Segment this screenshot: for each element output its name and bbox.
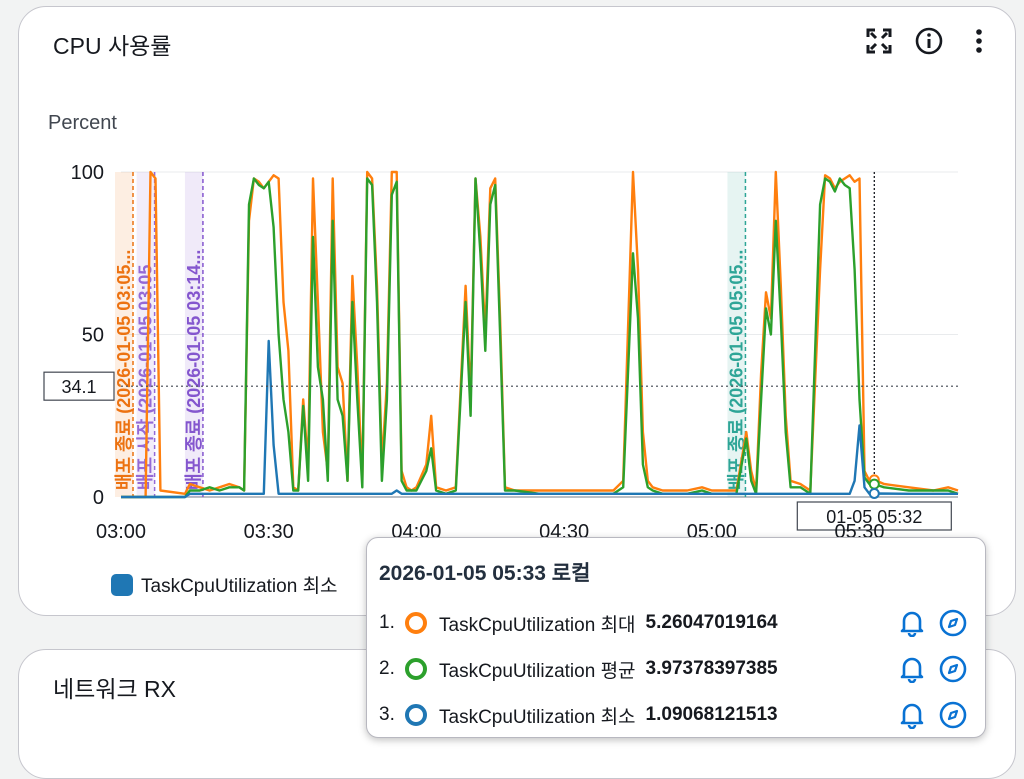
tooltip: 2026-01-05 05:33 로컬 1. TaskCpuUtilization… [366,537,986,738]
more-vert-icon[interactable] [965,27,993,55]
tooltip-title: 2026-01-05 05:33 로컬 [379,562,591,585]
tooltip-series-name: TaskCpuUtilization 평균 [439,660,636,682]
legend-swatch [111,573,133,596]
annotations: 배포 종료 (2026-01-05 03:05... 배포 시작 (2026-01… [114,172,746,497]
cursor-point [868,487,880,499]
tooltip-row: 3. TaskCpuUtilization 최소 1.09068121513 [379,700,778,730]
annotation-label: 배포 종료 (2026-01-05 05:05... [726,250,746,490]
tooltip-row-actions [899,701,967,734]
tooltip-row-actions [899,609,967,642]
annotation-label: 배포 종료 (2026-01-05 03:14... [184,250,204,490]
alarm-bell-icon[interactable] [899,701,925,734]
tooltip-series-value: 5.26047019164 [645,612,778,633]
x-tick-label: 03:30 [244,521,294,543]
series-marker-icon [405,612,427,634]
y-tick-label: 0 [93,487,104,509]
annotation-label: 배포 종료 (2026-01-05 03:05... [114,250,134,490]
tooltip-row-actions [899,655,967,688]
alarm-bell-icon[interactable] [899,609,925,642]
threshold-label: 34.1 [61,377,96,397]
series-line [121,339,958,499]
y-tick-label: 100 [71,162,104,184]
tooltip-series-value: 1.09068121513 [645,704,778,725]
series-lines [121,170,959,499]
tooltip-row-index: 2. [379,658,395,679]
tooltip-series-name: TaskCpuUtilization 최소 [439,706,636,728]
alarm-bell-icon[interactable] [899,655,925,688]
tooltip-row-index: 3. [379,704,395,725]
explore-compass-icon[interactable] [939,655,967,688]
cursor-point [868,478,880,490]
tooltip-row: 1. TaskCpuUtilization 최대 5.26047019164 [379,608,778,638]
y-axis-label: Percent [48,112,117,134]
cursor-overlay: 34.1 01-05 05:32 [43,172,958,531]
threshold-label-box [43,371,115,401]
cpu-widget-title: CPU 사용률 [53,33,172,59]
series-marker-icon [405,704,427,726]
explore-compass-icon[interactable] [939,609,967,642]
grid [121,171,958,498]
tooltip-row-index: 1. [379,612,395,633]
y-tick-label: 50 [82,325,104,347]
annotation-band [727,172,746,497]
annotation-band [115,172,133,497]
network-rx-title: 네트워크 RX [53,676,176,702]
fullscreen-icon[interactable] [865,27,893,55]
info-icon[interactable] [915,27,943,55]
legend-label: TaskCpuUtilization 최소 [141,576,338,597]
cursor-label: 01-05 05:32 [826,507,922,527]
legend[interactable]: TaskCpuUtilization 최소 [111,571,338,598]
series-marker-icon [405,658,427,680]
series-line [121,170,959,499]
tooltip-series-name: TaskCpuUtilization 최대 [439,614,636,636]
tooltip-row: 2. TaskCpuUtilization 평균 3.97378397385 [379,654,778,684]
widget-actions [865,27,993,55]
annotation-band [184,172,203,497]
x-tick-label: 03:00 [96,521,146,543]
cpu-chart[interactable]: Percent 배포 종료 (2026-01-05 03:05... 배포 시작 … [0,0,1024,752]
annotation-label: 배포 시작 (2026-01-05 03:05 [136,265,156,490]
explore-compass-icon[interactable] [939,701,967,734]
cpu-widget: CPU 사용률 TaskCpuUtilization 최소 [18,6,1016,616]
series-line [121,177,959,499]
tooltip-series-value: 3.97378397385 [645,658,778,679]
cursor-label-box [796,501,952,531]
